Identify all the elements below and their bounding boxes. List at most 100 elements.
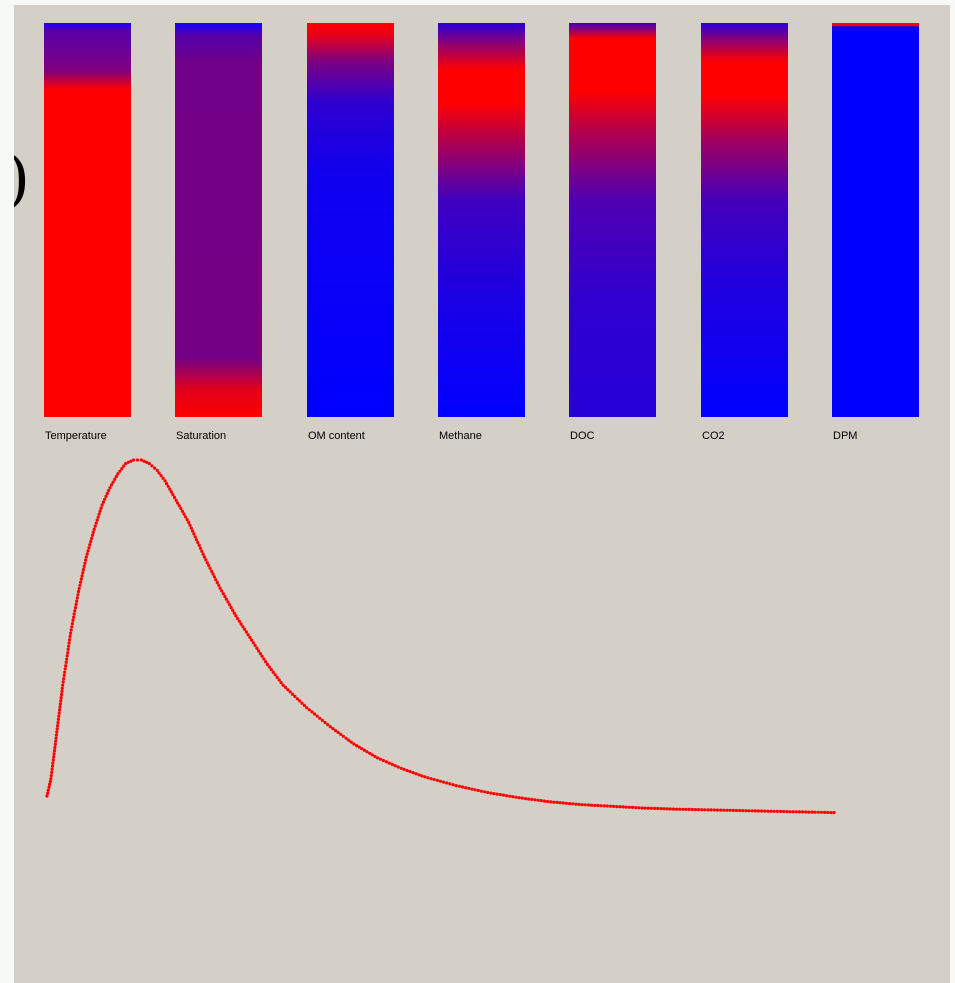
curve-point — [56, 721, 60, 725]
curve-point — [98, 509, 102, 513]
curve-point — [678, 807, 682, 811]
curve-point — [408, 769, 412, 774]
curve-point — [417, 773, 421, 777]
curve-point — [211, 572, 215, 576]
curve-point — [246, 633, 250, 637]
curve-point — [794, 810, 798, 814]
curve-point — [643, 806, 647, 810]
curve-point — [277, 678, 281, 682]
curve-point — [221, 592, 225, 596]
curve-point — [545, 799, 550, 804]
curve-point — [438, 779, 443, 783]
curve-point — [79, 577, 83, 581]
curve-point — [163, 479, 167, 483]
curve-point — [50, 770, 54, 775]
curve-point — [84, 555, 88, 559]
curve-point — [54, 733, 59, 737]
curve-point — [741, 809, 745, 813]
curve-point — [229, 606, 233, 610]
curve-point — [375, 756, 380, 760]
curve-point — [231, 608, 235, 612]
curve-point — [293, 694, 297, 699]
curve-point — [114, 475, 118, 479]
curve-point — [91, 530, 95, 535]
curve-point — [832, 811, 836, 815]
curve-point — [390, 762, 394, 767]
curve-point — [50, 767, 54, 771]
saturation-label: Saturation — [176, 430, 227, 442]
curve-point — [69, 631, 73, 635]
curve-point — [132, 458, 136, 462]
curve-point — [596, 803, 600, 808]
curve-point — [728, 808, 732, 812]
curve-point — [81, 568, 86, 572]
curve-point — [161, 476, 165, 480]
curve-point — [715, 808, 720, 812]
curve-point — [253, 643, 257, 648]
curve-point — [87, 546, 91, 550]
curve-point — [52, 749, 57, 753]
curve-point — [637, 806, 641, 810]
curve-point — [279, 681, 283, 685]
curve-point — [772, 809, 776, 813]
curve-point — [255, 646, 259, 650]
curve-point — [79, 580, 83, 584]
curve-point — [593, 803, 597, 808]
curve-point — [126, 460, 130, 464]
curve-point — [228, 603, 232, 607]
curve-point — [271, 670, 275, 674]
curve-point — [53, 745, 57, 750]
curve-point — [52, 755, 56, 759]
curve-point — [68, 634, 72, 639]
curve-point — [357, 745, 361, 749]
curve-point — [362, 748, 366, 752]
curve-point — [129, 459, 133, 463]
curve-point — [244, 630, 248, 634]
curve-point — [275, 675, 279, 680]
curve-point — [111, 480, 115, 484]
curve-point — [53, 742, 57, 747]
curve-point — [615, 805, 619, 809]
curve-point — [60, 692, 64, 697]
curve-point — [232, 611, 236, 615]
curve-point — [49, 777, 53, 781]
om-content-label: OM content — [308, 430, 365, 442]
curve-point — [750, 809, 754, 813]
curve-point — [120, 467, 124, 471]
curve-point — [690, 807, 694, 812]
temperature-gradient-bar — [44, 23, 131, 417]
curve-point — [61, 680, 65, 684]
curve-point — [56, 717, 61, 722]
curve-point — [76, 593, 80, 597]
curve-point — [530, 797, 534, 802]
curve-point — [665, 807, 669, 811]
curve-point — [157, 471, 161, 475]
curve-point — [262, 657, 266, 661]
curve-point — [649, 806, 654, 810]
curve-point — [217, 583, 221, 587]
curve-point — [58, 702, 63, 706]
curve-point — [61, 683, 65, 687]
curve-point — [97, 512, 101, 516]
curve-point — [108, 486, 112, 490]
doc-gradient-bar — [569, 23, 656, 417]
curve-point — [451, 783, 455, 787]
curve-point — [568, 802, 572, 806]
curve-point — [171, 493, 175, 497]
curve-point — [188, 523, 192, 527]
curve-point — [54, 736, 58, 740]
curve-point — [63, 670, 67, 674]
curve-point — [241, 625, 245, 629]
curve-point — [99, 506, 103, 510]
curve-point — [577, 802, 581, 807]
curve-point — [460, 785, 465, 789]
curve-point — [290, 692, 295, 696]
curve-point — [60, 686, 64, 690]
curve-point — [580, 803, 584, 807]
curve-point — [201, 552, 205, 556]
dpm-label: DPM — [833, 430, 858, 442]
curve-point — [55, 730, 59, 734]
curve-point — [224, 597, 228, 601]
curve-point — [283, 685, 288, 690]
curve-point — [514, 795, 518, 799]
